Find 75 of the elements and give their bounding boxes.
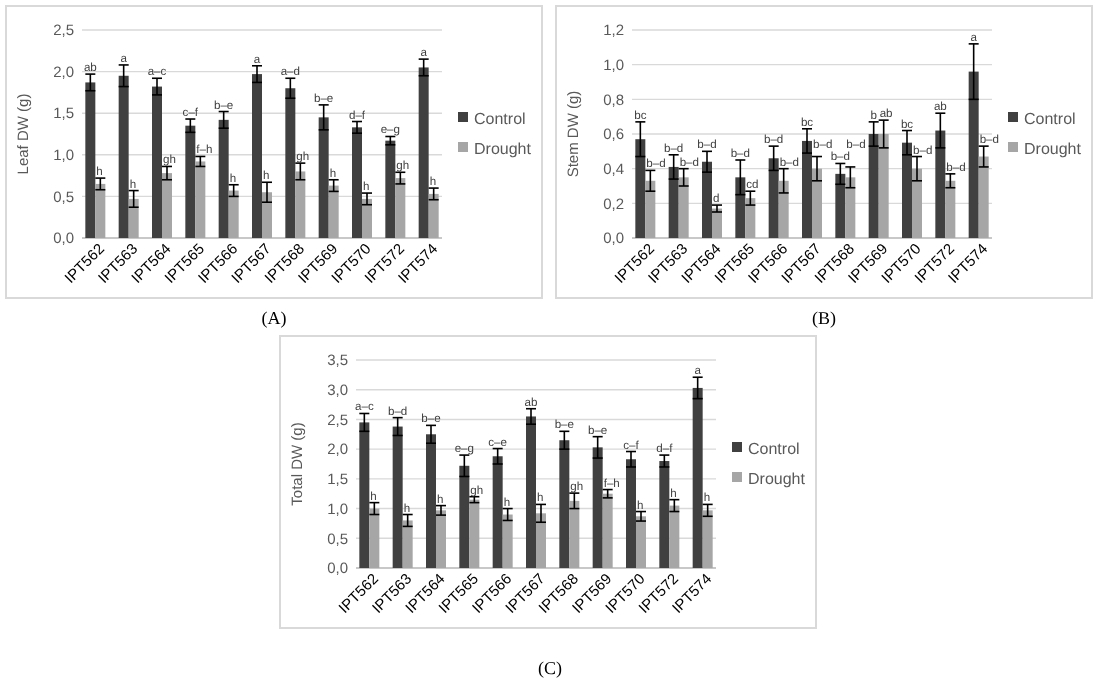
bar — [436, 510, 446, 568]
bar — [835, 173, 846, 238]
bar — [712, 208, 722, 238]
bar — [359, 422, 370, 568]
bar — [228, 190, 239, 238]
bar — [569, 500, 580, 568]
bar — [492, 456, 503, 568]
bar — [362, 198, 372, 238]
bar — [602, 493, 613, 568]
bar — [778, 180, 789, 238]
bar — [968, 71, 979, 238]
bar — [845, 177, 856, 238]
bar — [502, 514, 513, 568]
bar — [745, 198, 756, 238]
bar — [559, 440, 570, 568]
bar — [802, 140, 812, 238]
bar — [868, 134, 879, 238]
legend-label: Drought — [1024, 139, 1083, 158]
bar — [878, 134, 889, 238]
bar — [162, 173, 172, 238]
bar — [645, 180, 656, 238]
bar — [318, 117, 329, 238]
bar — [902, 142, 912, 238]
text: (B) — [812, 308, 836, 328]
bar — [668, 166, 679, 238]
legend-label: Drought — [474, 139, 533, 158]
bar — [295, 171, 306, 238]
legend-label: Control — [1024, 109, 1077, 128]
bar — [536, 513, 546, 568]
bar — [459, 465, 470, 568]
bar — [262, 192, 272, 238]
bar — [352, 127, 362, 238]
bar — [669, 505, 680, 568]
bar — [735, 177, 746, 238]
text: (C) — [538, 658, 562, 678]
bar — [185, 125, 196, 238]
bar — [195, 161, 206, 238]
bar — [935, 130, 946, 238]
legend-label: Drought — [748, 469, 807, 488]
bar — [418, 67, 429, 238]
bar — [402, 520, 413, 568]
bar — [95, 183, 106, 238]
bar — [328, 185, 339, 238]
bar — [626, 459, 636, 568]
bar — [128, 198, 139, 238]
bar — [659, 461, 670, 568]
bar — [428, 193, 439, 238]
bar — [978, 156, 989, 238]
bar — [768, 158, 779, 238]
bar — [692, 387, 703, 568]
bar — [635, 139, 646, 238]
bar — [252, 74, 262, 238]
legend-label: Control — [748, 439, 801, 458]
bar — [702, 510, 713, 568]
bar — [369, 508, 380, 568]
bar — [636, 516, 646, 568]
bar — [426, 434, 436, 568]
bar — [118, 75, 129, 238]
bar — [702, 161, 712, 238]
bar — [592, 447, 603, 568]
bar — [678, 177, 689, 238]
bar — [392, 426, 403, 568]
text: (A) — [261, 308, 287, 328]
bar — [385, 140, 396, 238]
legend-label: Control — [474, 109, 527, 128]
bar — [526, 416, 536, 568]
bar — [152, 86, 162, 238]
bar — [395, 178, 406, 238]
bar — [945, 180, 956, 238]
bar — [285, 88, 296, 238]
bar — [812, 168, 822, 238]
bar — [218, 119, 229, 238]
bar — [912, 168, 922, 238]
bar — [469, 499, 480, 568]
bar — [85, 82, 96, 238]
